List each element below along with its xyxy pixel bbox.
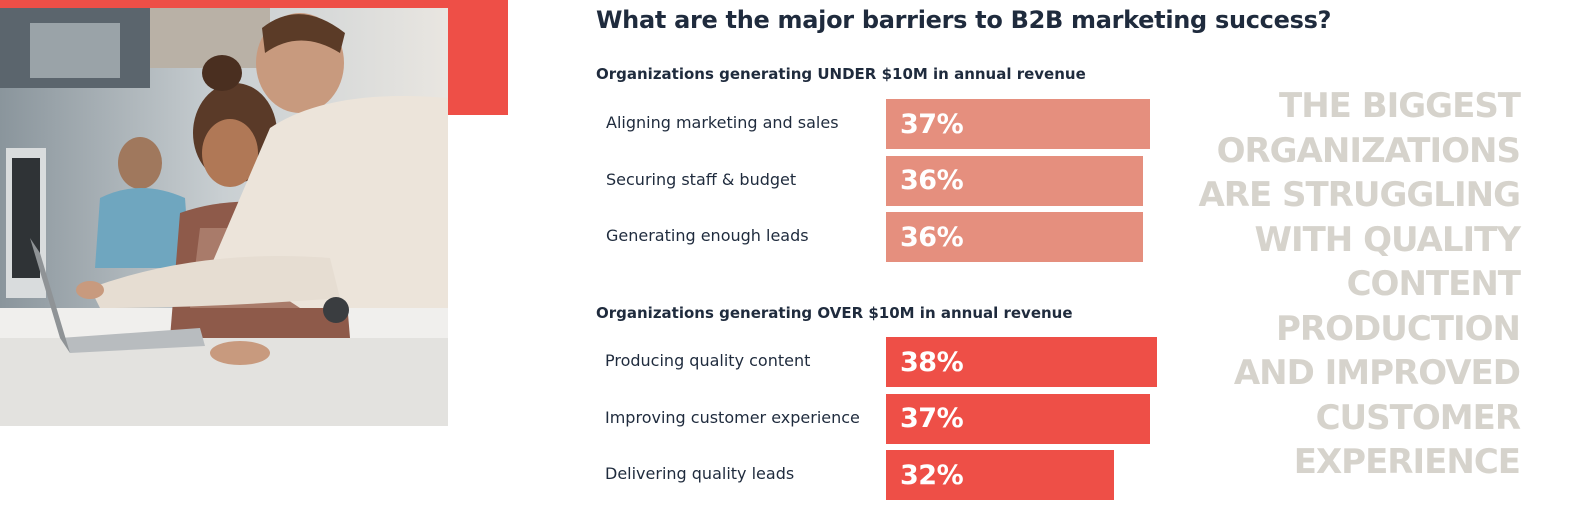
callout-line: CONTENT xyxy=(1346,264,1521,304)
callout-line: PRODUCTION xyxy=(1276,308,1521,349)
bar: 32% xyxy=(886,450,1115,500)
group-heading: Organizations generating OVER $10M in an… xyxy=(596,304,1073,322)
bar-value-label: 36% xyxy=(900,165,964,196)
callout-line: CUSTOMER xyxy=(1315,397,1521,438)
bar-value-label: 36% xyxy=(900,221,964,253)
callout-line: ORGANIZATIONS xyxy=(1216,130,1521,171)
bar-value-label: 32% xyxy=(900,459,964,491)
category-label: Aligning marketing and sales xyxy=(606,113,839,132)
bar-value-label: 37% xyxy=(900,403,964,434)
callout-line: AND IMPROVED xyxy=(1233,353,1521,393)
callout-line: THE BIGGEST xyxy=(1279,86,1521,126)
bar: 36% xyxy=(886,155,1144,206)
callout-line: WITH QUALITY xyxy=(1254,219,1521,260)
office-team-photo xyxy=(0,8,448,426)
bar: 36% xyxy=(886,212,1144,262)
category-label: Improving customer experience xyxy=(605,407,860,427)
bar-value-label: 38% xyxy=(900,346,964,378)
category-label: Generating enough leads xyxy=(606,226,809,245)
chart-title: What are the major barriers to B2B marke… xyxy=(596,6,1332,34)
category-label: Producing quality content xyxy=(605,351,811,370)
bar: 37% xyxy=(886,99,1151,149)
category-label: Delivering quality leads xyxy=(605,464,795,483)
bar: 38% xyxy=(886,337,1158,387)
callout-text: THE BIGGEST ORGANIZATIONS ARE STRUGGLING WI… xyxy=(1160,84,1521,485)
group-heading: Organizations generating UNDER $10M in a… xyxy=(596,65,1086,83)
bar-value-label: 37% xyxy=(900,108,964,140)
callout-line: ARE STRUGGLING xyxy=(1198,175,1521,215)
category-label: Securing staff & budget xyxy=(606,169,797,189)
callout-line: EXPERIENCE xyxy=(1293,442,1521,482)
bar: 37% xyxy=(886,393,1151,444)
